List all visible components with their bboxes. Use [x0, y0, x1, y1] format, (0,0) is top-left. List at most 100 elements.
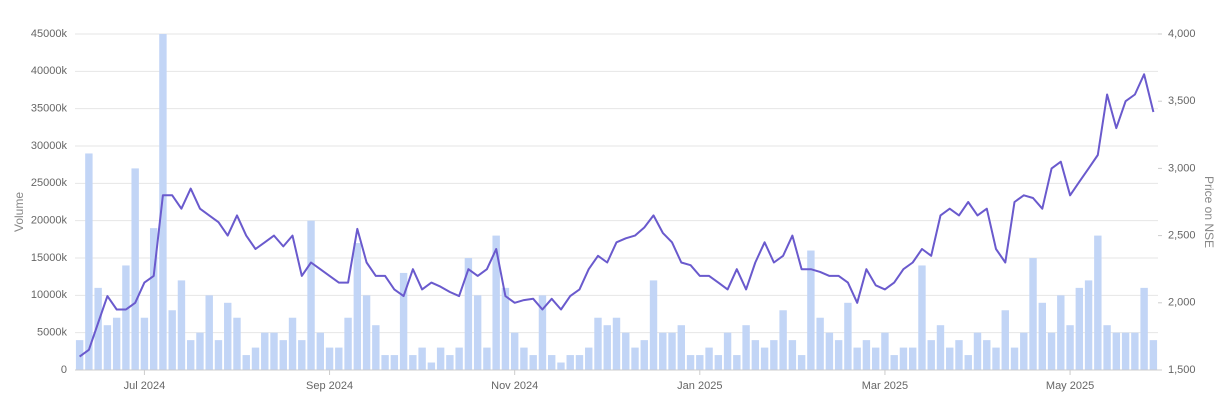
volume-bar	[992, 347, 1000, 370]
volume-bar	[760, 347, 769, 370]
volume-bar	[1103, 325, 1111, 370]
volume-bar	[668, 332, 676, 370]
volume-bar	[196, 332, 204, 370]
volume-bar	[103, 325, 112, 370]
volume-bar	[1140, 287, 1148, 370]
volume-bar	[177, 280, 186, 370]
y-tick-label: 10000k	[31, 289, 68, 301]
volume-bar	[483, 347, 491, 370]
volume-bar	[372, 325, 380, 370]
y-tick-label: 35000k	[31, 103, 68, 115]
volume-bar	[122, 265, 130, 370]
x-tick-label: Jan 2025	[677, 380, 722, 392]
volume-bar	[890, 355, 898, 370]
y2-tick-label: 1,500	[1168, 364, 1196, 376]
volume-bar	[807, 250, 815, 370]
y-tick-label: 15000k	[31, 252, 68, 264]
volume-bar	[390, 355, 399, 370]
volume-bar	[353, 243, 362, 370]
volume-bar	[510, 332, 519, 370]
volume-bar	[566, 355, 574, 370]
volume-bar	[575, 355, 584, 370]
volume-bar	[686, 355, 695, 370]
y2-tick-label: 4,000	[1168, 28, 1196, 40]
volume-bar	[131, 168, 139, 370]
volume-bar	[557, 362, 565, 370]
y2-tick-label: 3,000	[1168, 162, 1196, 174]
volume-bar	[325, 347, 334, 370]
volume-bar	[409, 355, 417, 370]
volume-bar	[316, 332, 324, 370]
volume-bar	[1121, 332, 1130, 370]
y-tick-label: 25000k	[31, 177, 68, 189]
volume-bar	[446, 355, 454, 370]
volume-bar	[936, 325, 945, 370]
volume-bar	[825, 332, 834, 370]
volume-bar	[529, 355, 537, 370]
volume-bar	[770, 340, 778, 370]
volume-bar	[603, 325, 611, 370]
volume-bar	[335, 347, 343, 370]
volume-bar	[1001, 310, 1009, 370]
volume-bar	[964, 355, 972, 370]
x-tick-label: Sep 2024	[306, 380, 353, 392]
volume-bar	[85, 153, 93, 370]
volume-bar	[594, 317, 602, 370]
volume-bar	[1112, 332, 1121, 370]
volume-bar	[742, 325, 750, 370]
y2-axis-label: Price on NSE	[1202, 176, 1216, 248]
x-tick-label: Jul 2024	[124, 380, 166, 392]
volume-bar	[1020, 332, 1028, 370]
volume-bar	[1075, 287, 1084, 370]
volume-bar	[538, 295, 547, 370]
volume-bar	[307, 220, 315, 370]
volume-bar	[251, 347, 260, 370]
volume-bar	[955, 340, 963, 370]
volume-bar	[705, 347, 713, 370]
volume-bar	[723, 332, 732, 370]
volume-bar	[585, 347, 593, 370]
volume-bar	[362, 295, 371, 370]
volume-bar	[816, 317, 824, 370]
volume-bar	[168, 310, 176, 370]
volume-bar	[797, 355, 806, 370]
volume-bar	[927, 340, 935, 370]
volume-bar	[270, 332, 278, 370]
volume-bar	[548, 355, 556, 370]
volume-bar	[436, 347, 445, 370]
volume-bar	[381, 355, 389, 370]
volume-bar	[714, 355, 723, 370]
volume-bar	[233, 317, 241, 370]
volume-bar	[418, 347, 426, 370]
x-tick-label: May 2025	[1046, 380, 1094, 392]
volume-bar	[399, 272, 408, 370]
volume-bar	[520, 347, 528, 370]
volume-bar	[909, 347, 917, 370]
volume-bar	[659, 332, 667, 370]
volume-bar	[1094, 235, 1102, 370]
volume-bar	[973, 332, 982, 370]
volume-bar	[640, 340, 648, 370]
volume-bar	[149, 228, 158, 370]
volume-bar	[834, 340, 843, 370]
volume-bar	[464, 258, 473, 370]
y2-tick-label: 3,500	[1168, 95, 1196, 107]
volume-bar	[94, 287, 102, 370]
volume-bar	[1010, 347, 1019, 370]
volume-bar	[871, 347, 880, 370]
y-tick-label: 20000k	[31, 215, 68, 227]
y2-tick-label: 2,000	[1168, 297, 1196, 309]
volume-bar	[881, 332, 889, 370]
volume-bar	[1029, 258, 1037, 370]
volume-bar	[344, 317, 352, 370]
volume-bar	[279, 340, 287, 370]
y2-tick-label: 2,500	[1168, 230, 1196, 242]
volume-bar	[983, 340, 991, 370]
volume-bar	[1131, 332, 1139, 370]
volume-bar	[214, 340, 223, 370]
volume-bar	[733, 355, 741, 370]
volume-bar	[242, 355, 250, 370]
volume-bar	[288, 317, 297, 370]
volume-bar	[455, 347, 463, 370]
